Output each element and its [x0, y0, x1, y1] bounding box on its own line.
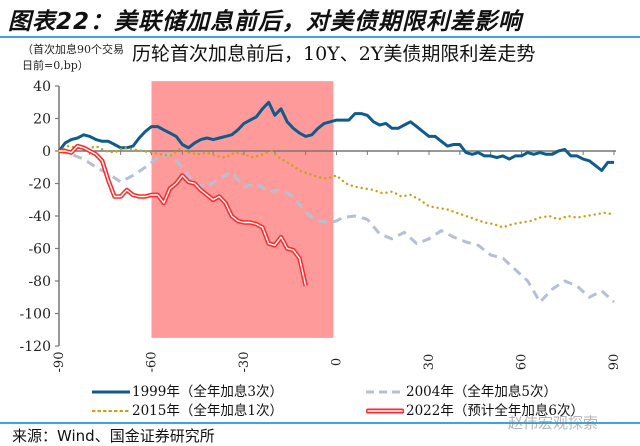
y-tick-label: -60: [28, 242, 51, 258]
y-unit-note: （首次加息90个交易日前=0,bp）: [22, 43, 124, 72]
x-tick-label: -60: [145, 352, 160, 373]
series-line-2015: [57, 144, 616, 229]
legend-swatch-2015: [91, 404, 132, 414]
legend-item-1999: 1999年（全年加息3次）: [92, 380, 283, 400]
source-note: 来源：Wind、国金证券研究所: [12, 427, 215, 445]
x-tick-label: 0: [330, 358, 345, 366]
series-line-2022-inner: [59, 145, 307, 287]
legend-item-2015: 2015年（全年加息1次）: [91, 399, 283, 419]
x-tick-label: 30: [422, 354, 437, 371]
series-s2015: [57, 144, 616, 229]
y-tick-label: -100: [20, 307, 51, 323]
x-tick-label: 60: [515, 354, 530, 371]
y-tick-label: -80: [28, 274, 51, 290]
line-chart: 40 20 0 -20 -40 -60 -80 -100 -120-90 -60 -30 0 30 60 9…: [20, 79, 622, 373]
legend-label-2004: 2004年（全年加息5次）: [406, 384, 557, 400]
series-s2022: [59, 143, 308, 287]
series-line-2004: [58, 149, 616, 304]
top-rule: [0, 36, 640, 38]
y-tick-label: -40: [28, 209, 51, 225]
y-tick-label: -20: [28, 177, 51, 193]
series-s1999: [57, 100, 614, 172]
legend-label-2015: 2015年（全年加息1次）: [132, 403, 283, 419]
watermark: 赵伟宏观探索: [508, 414, 599, 432]
legend-item-2022: 2022年（预计全年加息6次）: [365, 399, 584, 419]
x-tick-label: 90: [607, 354, 622, 371]
legend-swatch-2022: [365, 404, 405, 414]
legend-label-2022: 2022年（预计全年加息6次）: [406, 403, 584, 419]
legend-item-2004: 2004年（全年加息5次）: [366, 380, 557, 400]
x-tick-label: -30: [237, 352, 252, 373]
y-tick-label: -120: [20, 339, 51, 355]
legend-label-1999: 1999年（全年加息3次）: [132, 384, 283, 400]
legend-swatch-1999: [92, 385, 130, 395]
x-tick-label: -90: [52, 352, 67, 373]
series-s2004: [58, 149, 616, 304]
series-line-1999: [57, 100, 614, 172]
bottom-rule: [0, 422, 640, 424]
shaded-region: [151, 81, 334, 338]
y-tick-label: 40: [33, 79, 51, 95]
y-tick-label: 0: [42, 144, 51, 160]
legend-swatch-2004: [366, 385, 404, 395]
figure-title: 图表22：美联储加息前后，对美债期限利差影响: [8, 9, 523, 35]
y-tick-label: 20: [33, 112, 51, 128]
chart-subtitle: 历轮首次加息前后，10Y、2Y美债期限利差走势: [132, 43, 536, 65]
